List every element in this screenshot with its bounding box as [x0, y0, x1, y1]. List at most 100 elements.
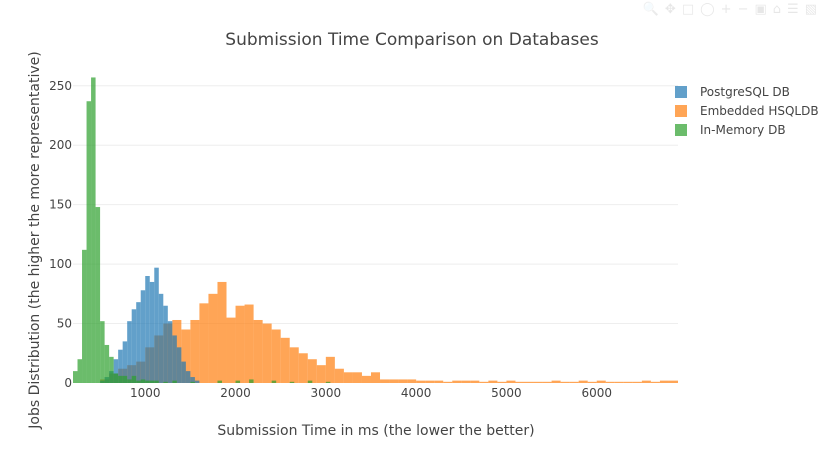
x-tick-label: 5000	[491, 386, 522, 400]
histogram-bar	[307, 380, 313, 383]
y-tick-label: 0	[64, 376, 72, 390]
x-tick-label: 4000	[401, 386, 432, 400]
y-tick-label: 200	[49, 138, 72, 152]
histogram-bar	[122, 375, 128, 383]
reset-axes-icon[interactable]: ⌂	[772, 2, 782, 17]
histogram-bar	[249, 379, 254, 383]
histogram-bar	[217, 281, 227, 383]
histogram-bar	[325, 381, 331, 383]
histogram-bar	[235, 380, 241, 383]
histogram-bar	[659, 380, 669, 383]
histogram-bar	[605, 381, 615, 383]
legend-item-postgresql-db[interactable]: PostgreSQL DB	[675, 85, 790, 99]
chart-title: Submission Time Comparison on Databases	[225, 30, 599, 50]
series-postgresql-db	[100, 267, 200, 383]
histogram-bar	[145, 380, 150, 383]
legend[interactable]: PostgreSQL DB Embedded HSQLDB In-Memory DB	[675, 85, 819, 137]
histogram-bar	[86, 101, 92, 383]
histogram-bar	[325, 356, 335, 383]
x-tick-label: 1000	[130, 386, 161, 400]
histogram-bar	[190, 381, 195, 383]
histogram-bar	[163, 381, 168, 383]
autoscale-icon[interactable]: ▣	[754, 2, 767, 17]
histogram-bar	[623, 381, 633, 383]
zoom-out-icon[interactable]: −	[737, 2, 749, 17]
histogram-bar	[172, 335, 177, 383]
histogram-bar	[316, 365, 326, 383]
histogram-bar	[650, 381, 660, 383]
series-embedded-hsqldb	[100, 281, 678, 383]
box-select-icon[interactable]: □	[681, 2, 695, 17]
histogram-bar	[145, 276, 150, 383]
x-tick-label: 2000	[220, 386, 251, 400]
histogram-bar	[578, 380, 588, 383]
histogram-bar	[289, 347, 299, 383]
histogram-bars	[73, 77, 678, 383]
histogram-bar	[244, 304, 254, 383]
histogram-bar	[515, 381, 525, 383]
histogram-bar	[307, 359, 317, 383]
histogram-bar	[136, 302, 141, 383]
histogram-bar	[488, 380, 498, 383]
histogram-bar	[140, 379, 146, 383]
histogram-bar	[416, 380, 426, 383]
histogram-bar	[199, 303, 209, 383]
legend-label: Embedded HSQLDB	[700, 104, 819, 118]
histogram-bar	[82, 249, 87, 383]
histogram-bar	[154, 267, 159, 383]
histogram-bar	[176, 347, 182, 383]
histogram-bar	[127, 379, 132, 383]
histogram-bar	[113, 359, 119, 383]
hover-icon[interactable]: ☰	[787, 2, 799, 17]
histogram-bar	[131, 309, 137, 383]
y-tick-label: 250	[49, 79, 72, 93]
histogram-bar	[185, 371, 191, 383]
histogram-bar	[280, 337, 290, 383]
x-tick-label: 6000	[581, 386, 612, 400]
histogram-bar	[140, 290, 146, 383]
pan-icon[interactable]: ✥	[664, 2, 676, 17]
lasso-icon[interactable]: ◯	[700, 2, 715, 17]
histogram-bar	[118, 349, 123, 383]
legend-swatch	[675, 124, 687, 136]
histogram-bar	[443, 381, 453, 383]
plot-modebar[interactable]: 🔍 ✥ □ ◯ + − ▣ ⌂ ☰ ▧	[643, 2, 817, 17]
histogram-bar	[253, 319, 263, 383]
histogram-bar	[524, 381, 534, 383]
zoom-icon[interactable]: 🔍	[642, 2, 659, 17]
plotly-logo-icon[interactable]: ▧	[804, 2, 817, 17]
x-axis-title: Submission Time in ms (the lower the bet…	[217, 423, 534, 439]
histogram-bar	[136, 380, 141, 383]
histogram-bar	[190, 319, 200, 383]
histogram-bar	[217, 380, 222, 383]
histogram-bar	[154, 380, 159, 383]
legend-item-embedded-hsqldb[interactable]: Embedded HSQLDB	[675, 104, 819, 118]
zoom-in-icon[interactable]: +	[720, 2, 732, 17]
histogram-bar	[668, 380, 678, 383]
histogram-bar	[614, 381, 624, 383]
histogram-bar	[271, 380, 277, 383]
histogram-bar	[95, 207, 101, 383]
histogram-bar	[632, 381, 642, 383]
histogram-bar	[334, 368, 344, 383]
histogram-bar	[226, 317, 236, 383]
x-axis-ticks: 1000 2000 3000 4000 5000 6000	[130, 386, 612, 400]
histogram-bar	[361, 375, 371, 383]
histogram-bar	[158, 293, 164, 383]
histogram-bar	[380, 379, 390, 383]
histogram-bar	[398, 379, 408, 383]
histogram-bar	[497, 381, 507, 383]
histogram-bar	[271, 329, 281, 383]
histogram-bar	[289, 381, 295, 383]
histogram-bar	[407, 379, 417, 383]
histogram-bar	[77, 359, 83, 383]
histogram-bar	[149, 380, 155, 383]
histogram-bar	[262, 323, 272, 383]
y-axis-title: Jobs Distribution (the higher the more r…	[27, 51, 43, 429]
histogram-bar	[109, 356, 114, 383]
histogram-bar	[461, 380, 471, 383]
histogram-bar	[551, 380, 561, 383]
histogram-bar	[235, 305, 245, 383]
legend-item-in-memory-db[interactable]: In-Memory DB	[675, 123, 786, 137]
